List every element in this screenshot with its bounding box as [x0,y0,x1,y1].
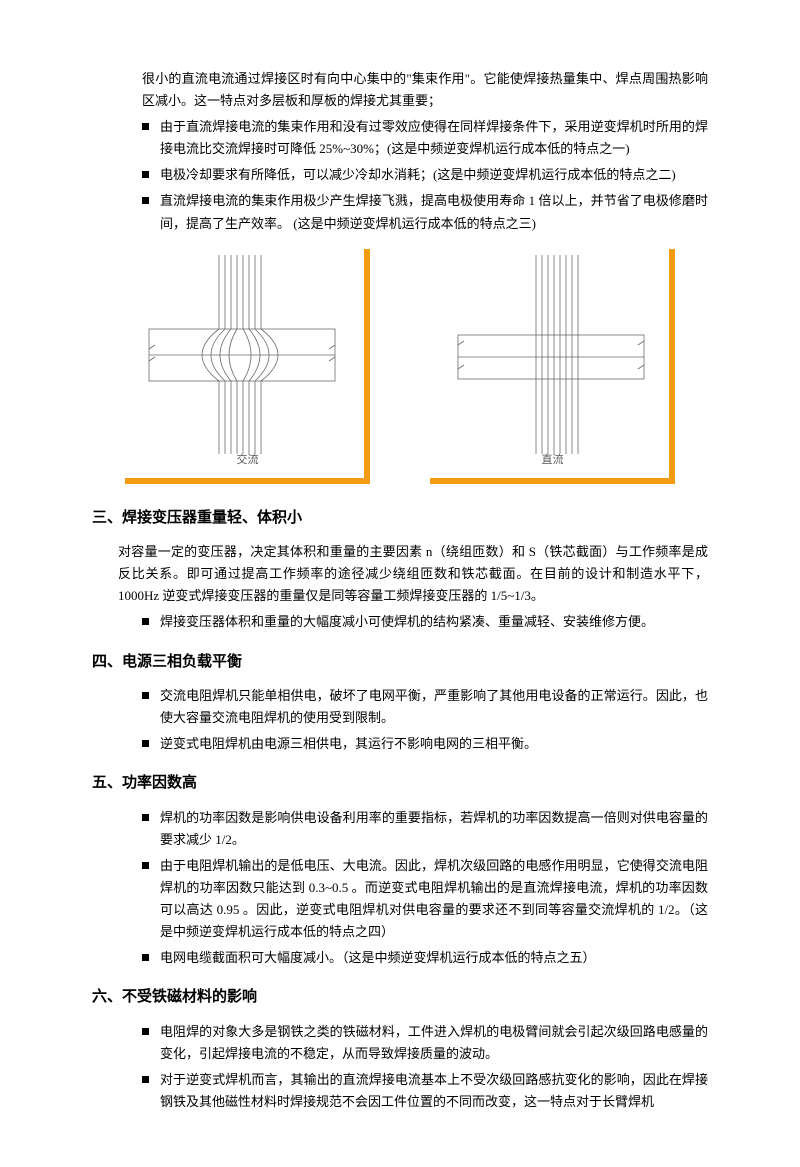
bullet-list-6: 电阻焊的对象大多是钢铁之类的铁磁材料，工件进入焊机的电极臂间就会引起次级回路电感… [142,1021,708,1113]
section-intro-3: 对容量一定的变压器，决定其体积和重量的主要因素 n（绕组匝数）和 S（铁芯截面）… [118,541,708,607]
page: 很小的直流电流通过焊接区时有向中心集中的"集束作用"。它能使焊接热量集中、焊点周… [0,0,800,1167]
list-item: 焊接变压器体积和重量的大幅度减小可使焊机的结构紧凑、重量减轻、安装维修方便。 [142,611,708,633]
bullet-list-3: 焊接变压器体积和重量的大幅度减小可使焊机的结构紧凑、重量减轻、安装维修方便。 [142,611,708,633]
list-item: 对于逆变式焊机而言，其输出的直流焊接电流基本上不受次级回路感抗变化的影响，因此在… [142,1069,708,1113]
section-heading-4: 四、电源三相负载平衡 [92,650,708,676]
bullet-list-4: 交流电阻焊机只能单相供电，破坏了电网平衡，严重影响了其他用电设备的正常运行。因此… [142,685,708,755]
diagram-ac: 交流 [125,249,370,484]
list-item: 交流电阻焊机只能单相供电，破坏了电网平衡，严重影响了其他用电设备的正常运行。因此… [142,685,708,729]
diagram-dc-caption: 直流 [430,451,675,470]
intro-paragraph: 很小的直流电流通过焊接区时有向中心集中的"集束作用"。它能使焊接热量集中、焊点周… [142,68,708,112]
list-item: 电网电缆截面积可大幅度减小。（这是中频逆变焊机运行成本低的特点之五） [142,947,708,969]
section-heading-3: 三、焊接变压器重量轻、体积小 [92,506,708,532]
list-item: 由于电阻焊机输出的是低电压、大电流。因此，焊机次级回路的电感作用明显，它使得交流… [142,855,708,943]
top-bullet-list: 由于直流焊接电流的集束作用和没有过零效应使得在同样焊接条件下，采用逆变焊机时所用… [142,116,708,234]
diagram-ac-caption: 交流 [125,451,370,470]
list-item: 电极冷却要求有所降低，可以减少冷却水消耗；(这是中频逆变焊机运行成本低的特点之二… [142,164,708,186]
list-item: 直流焊接电流的集束作用极少产生焊接飞溅，提高电极使用寿命 1 倍以上，并节省了电… [142,190,708,234]
list-item: 焊机的功率因数是影响供电设备利用率的重要指标，若焊机的功率因数提高一倍则对供电容… [142,807,708,851]
list-item: 逆变式电阻焊机由电源三相供电，其运行不影响电网的三相平衡。 [142,733,708,755]
card-border-bottom [125,478,370,484]
diagram-dc: 直流 [430,249,675,484]
section-heading-6: 六、不受铁磁材料的影响 [92,985,708,1011]
list-item: 电阻焊的对象大多是钢铁之类的铁磁材料，工件进入焊机的电极臂间就会引起次级回路电感… [142,1021,708,1065]
card-border-bottom [430,478,675,484]
list-item: 由于直流焊接电流的集束作用和没有过零效应使得在同样焊接条件下，采用逆变焊机时所用… [142,116,708,160]
diagram-dc-svg [430,249,669,478]
card-border-right [364,249,370,484]
bullet-list-5: 焊机的功率因数是影响供电设备利用率的重要指标，若焊机的功率因数提高一倍则对供电容… [142,807,708,970]
section-heading-5: 五、功率因数高 [92,771,708,797]
diagram-ac-svg [125,249,364,478]
diagram-row: 交流 [92,249,708,484]
card-border-right [669,249,675,484]
